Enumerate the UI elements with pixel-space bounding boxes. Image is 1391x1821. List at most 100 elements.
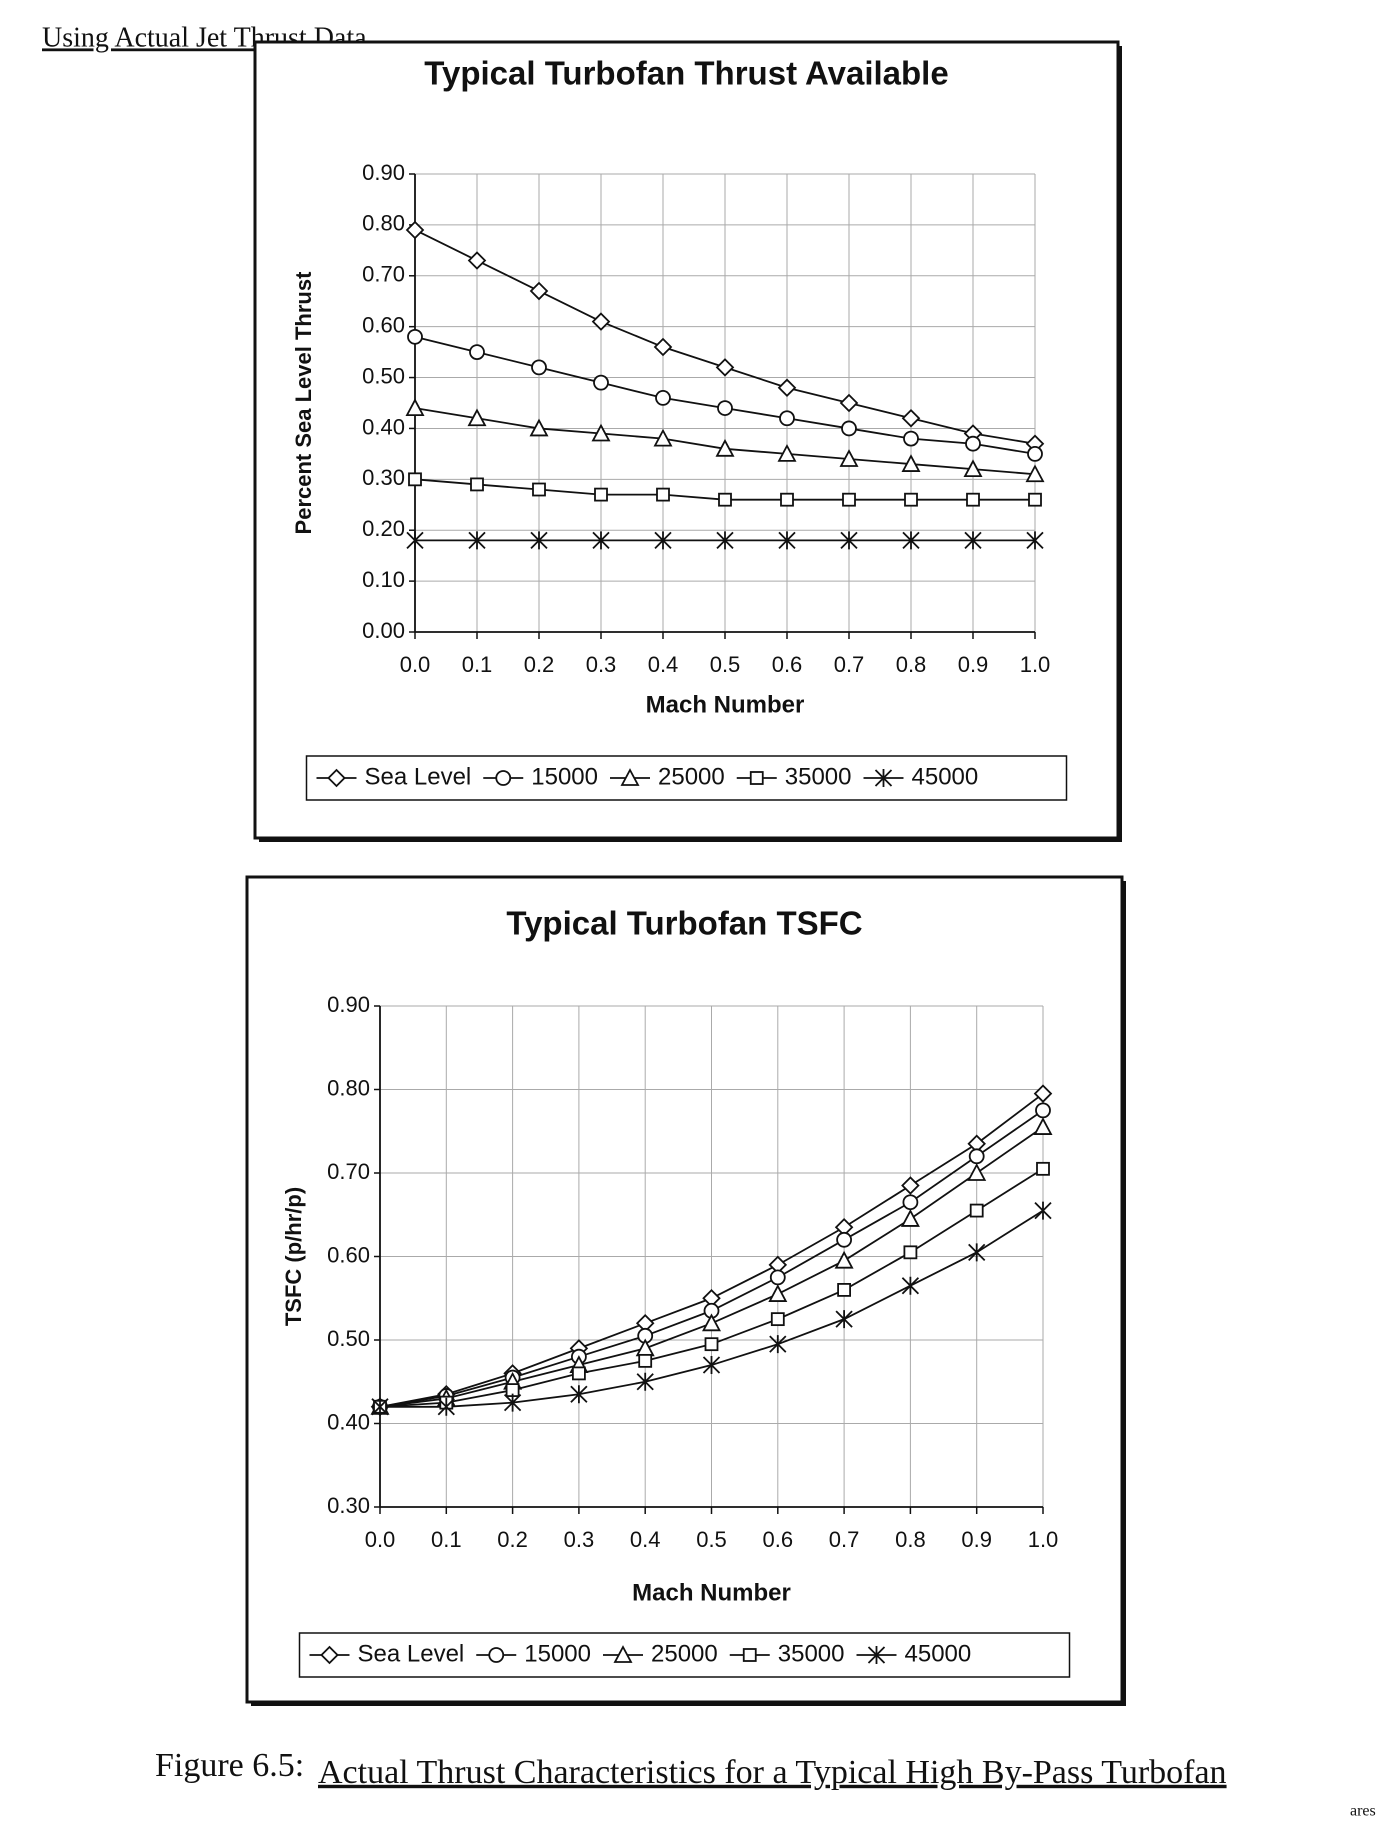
marker-asterisk (968, 1243, 986, 1262)
marker-circle (407, 328, 423, 345)
marker-circle (1027, 445, 1043, 462)
marker-triangle (768, 1284, 788, 1302)
marker-circle (841, 420, 857, 437)
marker-square (532, 482, 546, 497)
marker-square (903, 1245, 918, 1260)
x-tick-label: 0.2 (524, 652, 555, 677)
marker-square (749, 771, 764, 785)
chart-title: Typical Turbofan Thrust Available (424, 55, 948, 92)
marker-square (780, 492, 794, 507)
marker-circle (717, 400, 733, 416)
marker-asterisk (530, 531, 548, 550)
marker-circle (965, 435, 981, 452)
legend-label: 35000 (778, 1640, 845, 1667)
legend-label: 35000 (785, 763, 852, 790)
x-tick-label: 1.0 (1028, 1527, 1059, 1552)
marker-asterisk (570, 1385, 588, 1404)
y-tick-label: 0.80 (362, 211, 405, 236)
marker-square (904, 492, 918, 507)
x-tick-label: 0.8 (895, 1527, 926, 1552)
marker-triangle (901, 454, 921, 472)
marker-square (572, 1366, 586, 1381)
marker-square (718, 492, 732, 507)
marker-triangle (839, 449, 859, 467)
marker-triangle (702, 1313, 721, 1332)
legend-label: 15000 (531, 763, 598, 790)
marker-triangle (653, 428, 673, 447)
marker-diamond (901, 1176, 920, 1195)
marker-asterisk (371, 1397, 389, 1416)
marker-circle (593, 374, 609, 391)
marker-asterisk (468, 531, 486, 550)
y-tick-label: 0.70 (362, 262, 405, 287)
marker-square (966, 492, 980, 507)
page-fragment: ares (1350, 1803, 1376, 1820)
chart-title: Typical Turbofan TSFC (506, 905, 862, 942)
y-tick-label: 0.60 (362, 312, 405, 337)
marker-asterisk (406, 531, 424, 550)
marker-circle (531, 359, 547, 376)
x-tick-label: 0.1 (431, 1527, 462, 1552)
figure-caption: Actual Thrust Characteristics for a Typi… (318, 1754, 1227, 1791)
x-tick-label: 0.3 (586, 652, 617, 677)
marker-square (1028, 492, 1042, 507)
y-tick-label: 0.50 (327, 1326, 370, 1351)
x-tick-label: 0.7 (834, 652, 865, 677)
marker-square (1036, 1161, 1050, 1176)
marker-diamond (901, 408, 921, 428)
y-axis-label: Percent Sea Level Thrust (291, 271, 316, 535)
marker-square (969, 1203, 984, 1218)
marker-asterisk (840, 531, 858, 550)
marker-square (408, 472, 422, 487)
marker-triangle (529, 418, 549, 437)
marker-asterisk (835, 1310, 853, 1329)
marker-asterisk (636, 1372, 654, 1391)
marker-asterisk (778, 531, 796, 550)
marker-triangle (715, 438, 735, 457)
marker-asterisk (902, 531, 920, 550)
marker-asterisk (716, 531, 734, 550)
marker-circle (655, 390, 671, 406)
y-axis-label: TSFC (p/hr/p) (281, 1187, 306, 1326)
marker-circle (1035, 1102, 1051, 1119)
marker-asterisk (654, 531, 672, 550)
marker-asterisk (437, 1397, 455, 1416)
marker-circle (469, 344, 485, 361)
x-tick-label: 0.8 (896, 652, 927, 677)
marker-square (656, 487, 670, 502)
marker-square (770, 1312, 785, 1327)
marker-circle (779, 410, 795, 427)
marker-circle (968, 1148, 985, 1165)
marker-square (470, 477, 484, 492)
legend-box (298, 1632, 1071, 1678)
marker-asterisk (702, 1356, 721, 1375)
y-tick-label: 0.40 (362, 414, 405, 439)
marker-asterisk (901, 1276, 920, 1295)
marker-diamond (1033, 1084, 1053, 1103)
legend-label: 25000 (658, 763, 725, 790)
legend-label: Sea Level (365, 763, 472, 790)
marker-diamond (591, 312, 611, 331)
legend-label: 25000 (651, 1640, 718, 1667)
x-tick-label: 0.6 (763, 1527, 794, 1552)
marker-square (594, 487, 608, 502)
y-tick-label: 0.40 (327, 1409, 370, 1434)
marker-asterisk (503, 1393, 522, 1412)
marker-triangle (834, 1250, 854, 1269)
x-tick-label: 0.9 (961, 1527, 992, 1552)
legend-box (305, 755, 1068, 801)
marker-triangle (405, 398, 425, 416)
marker-diamond (327, 768, 346, 788)
marker-triangle (1025, 464, 1045, 483)
marker-asterisk (1026, 531, 1044, 550)
marker-asterisk (592, 531, 610, 550)
marker-asterisk (874, 769, 893, 787)
marker-square (638, 1353, 653, 1368)
figure-label: Figure 6.5: (155, 1747, 304, 1784)
x-tick-label: 0.3 (564, 1527, 595, 1552)
marker-triangle (613, 1645, 633, 1663)
x-axis-label: Mach Number (632, 1579, 791, 1606)
marker-circle (836, 1231, 852, 1248)
legend-label: 45000 (905, 1640, 972, 1667)
